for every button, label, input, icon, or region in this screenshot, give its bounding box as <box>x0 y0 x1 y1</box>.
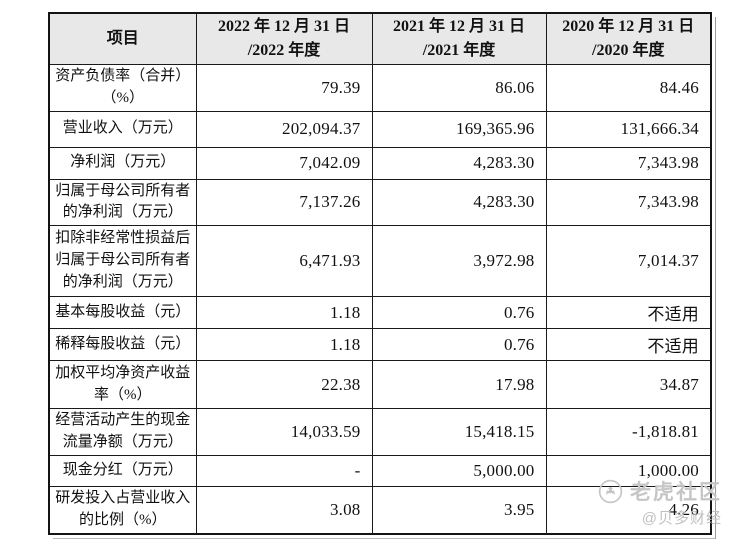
row-label: 现金分红（万元） <box>48 455 197 487</box>
watermark-community-name: 老虎社区 <box>630 481 722 504</box>
value-2020: 不适用 <box>545 296 712 329</box>
row-label: 研发投入占营业收入的比例（%） <box>48 486 197 534</box>
table-row-parent-net-profit: 归属于母公司所有者的净利润（万元） 7,137.26 4,283.30 7,34… <box>48 178 712 226</box>
watermark-top-row: 老虎社区 <box>598 476 722 506</box>
table-row-rd-ratio: 研发投入占营业收入的比例（%） 3.08 3.95 4.26 <box>48 486 712 534</box>
table-row-revenue: 营业收入（万元） 202,094.37 169,365.96 131,666.3… <box>48 110 712 148</box>
header-item: 项目 <box>48 12 197 65</box>
value-2022: 14,033.59 <box>195 408 373 456</box>
row-label: 加权平均净资产收益率（%） <box>48 360 197 409</box>
header-2022-line1: 2022 年 12 月 31 日 <box>217 18 350 35</box>
table-row-basic-eps: 基本每股收益（元） 1.18 0.76 不适用 <box>48 296 712 329</box>
table-row-deducted-net-profit: 扣除非经常性损益后归属于母公司所有者的净利润（万元） 6,471.93 3,97… <box>48 225 712 297</box>
value-2022: 7,042.09 <box>195 146 373 180</box>
header-2020-line1: 2020 年 12 月 31 日 <box>562 18 695 35</box>
value-2021: 0.76 <box>371 296 547 329</box>
value-2020: 131,666.34 <box>545 110 712 148</box>
table-row-diluted-eps: 稀释每股收益（元） 1.18 0.76 不适用 <box>48 328 712 361</box>
value-2020: 34.87 <box>545 360 712 409</box>
table-row-debt-ratio: 资产负债率（合并）（%） 79.39 86.06 84.46 <box>48 64 712 112</box>
value-2021: 4,283.30 <box>371 146 547 180</box>
table-row-weighted-roe: 加权平均净资产收益率（%） 22.38 17.98 34.87 <box>48 360 712 409</box>
value-2021: 0.76 <box>371 328 547 361</box>
value-2021: 15,418.15 <box>371 408 547 456</box>
value-2021: 4,283.30 <box>371 178 547 226</box>
value-2022: 22.38 <box>195 360 373 409</box>
value-2022: 202,094.37 <box>195 110 373 148</box>
value-2022: - <box>195 455 373 487</box>
row-label: 经营活动产生的现金流量净额（万元） <box>48 408 197 456</box>
row-label: 基本每股收益（元） <box>48 296 197 329</box>
tiger-logo-icon <box>598 479 623 504</box>
value-2021: 3.95 <box>371 486 547 534</box>
header-2022-line2: /2022 年度 <box>247 42 321 59</box>
header-row: 项目 2022 年 12 月 31 日/2022 年度 2021 年 12 月 … <box>48 12 712 65</box>
header-2020-line2: /2020 年度 <box>592 42 665 59</box>
value-2021: 3,972.98 <box>371 225 547 297</box>
row-label: 归属于母公司所有者的净利润（万元） <box>48 178 197 226</box>
header-2021-line1: 2021 年 12 月 31 日 <box>392 18 525 35</box>
header-2020: 2020 年 12 月 31 日/2020 年度 <box>545 12 712 65</box>
financial-table-wrap: 项目 2022 年 12 月 31 日/2022 年度 2021 年 12 月 … <box>48 12 716 538</box>
table-row-operating-cash-flow: 经营活动产生的现金流量净额（万元） 14,033.59 15,418.15 -1… <box>48 408 712 456</box>
row-label: 扣除非经常性损益后归属于母公司所有者的净利润（万元） <box>48 225 197 297</box>
table-row-net-profit: 净利润（万元） 7,042.09 4,283.30 7,343.98 <box>48 146 712 180</box>
header-2022: 2022 年 12 月 31 日/2022 年度 <box>195 12 373 65</box>
value-2022: 1.18 <box>195 296 373 329</box>
value-2020: 7,343.98 <box>545 146 712 180</box>
value-2020: 4.26 <box>545 486 712 534</box>
value-2022: 6,471.93 <box>195 225 373 297</box>
row-label: 资产负债率（合并）（%） <box>48 64 197 112</box>
value-2020: 7,014.37 <box>545 225 712 297</box>
value-2021: 17.98 <box>371 360 547 409</box>
value-2022: 3.08 <box>195 486 373 534</box>
value-2020: -1,818.81 <box>545 408 712 456</box>
value-2022: 79.39 <box>195 64 373 112</box>
value-2021: 86.06 <box>371 64 547 112</box>
tiger-community-watermark: 老虎社区 @贝多财经 <box>598 476 722 528</box>
financial-summary-table: 项目 2022 年 12 月 31 日/2022 年度 2021 年 12 月 … <box>48 12 712 535</box>
value-2021: 169,365.96 <box>371 110 547 148</box>
watermark-handle: @贝多财经 <box>641 510 722 527</box>
value-2020: 不适用 <box>545 328 712 361</box>
row-label: 营业收入（万元） <box>48 110 197 148</box>
header-2021: 2021 年 12 月 31 日/2021 年度 <box>371 12 547 65</box>
row-label: 稀释每股收益（元） <box>48 328 197 361</box>
value-2020: 7,343.98 <box>545 178 712 226</box>
header-2021-line2: /2021 年度 <box>422 42 496 59</box>
value-2022: 7,137.26 <box>195 178 373 226</box>
row-label: 净利润（万元） <box>48 146 197 180</box>
value-2021: 5,000.00 <box>371 455 547 487</box>
value-2022: 1.18 <box>195 328 373 361</box>
value-2020: 84.46 <box>545 64 712 112</box>
